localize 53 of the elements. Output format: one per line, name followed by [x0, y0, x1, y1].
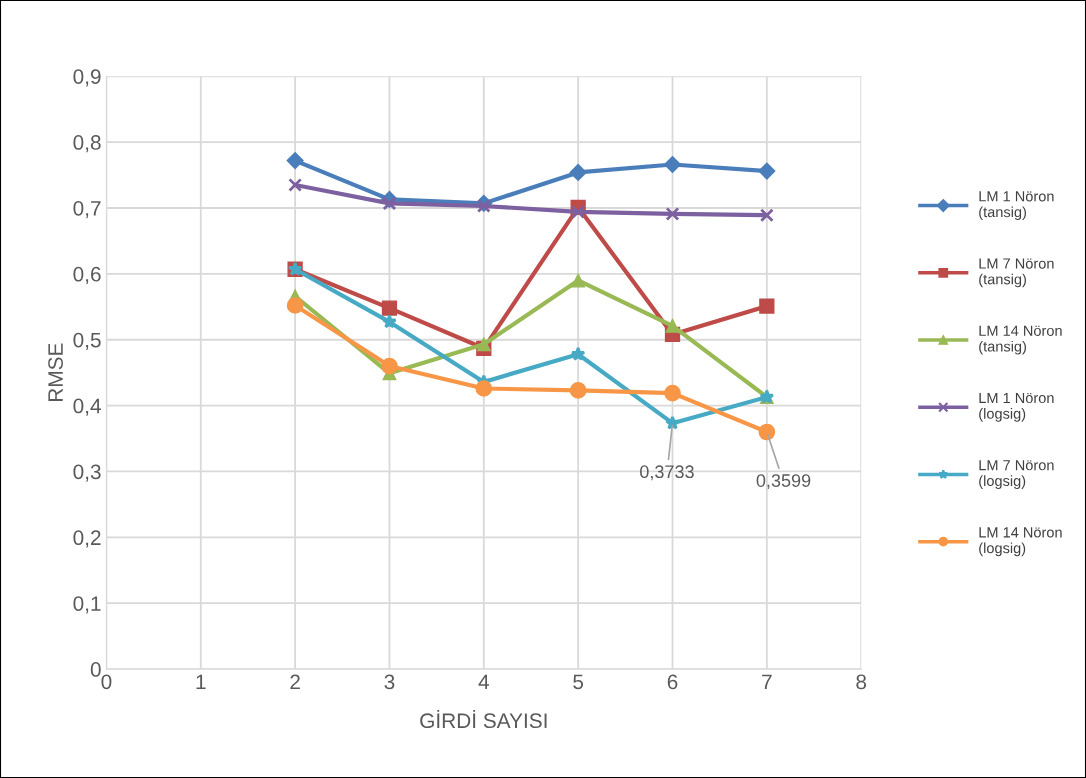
point — [382, 314, 397, 329]
y-tick-label: 0,2 — [73, 530, 101, 548]
y-tick-label: 0,1 — [73, 596, 101, 614]
point — [665, 318, 680, 333]
point — [571, 204, 586, 219]
legend-label: LM 7 Nöron (tansig) — [979, 258, 1054, 288]
point — [476, 337, 491, 352]
y-tick-label: 0,3 — [73, 464, 101, 482]
x-tick-label: 1 — [196, 674, 206, 690]
legend-label: LM 1 Nöron (logsig) — [979, 392, 1054, 422]
x-tick-label: 5 — [573, 674, 584, 690]
legend-label: LM 14 Nöron (tansig) — [979, 325, 1062, 355]
point — [758, 162, 776, 180]
x-tick-label: 2 — [290, 674, 300, 690]
x-tick-label: 7 — [762, 674, 772, 690]
point — [664, 384, 681, 402]
point — [381, 357, 398, 375]
x-axis-title: GİRDİ SAYISI — [420, 709, 547, 729]
point — [663, 155, 682, 174]
y-axis-title: RMSE — [48, 343, 63, 402]
point — [758, 423, 776, 441]
point — [475, 380, 493, 397]
y-tick-label: 0 — [90, 662, 101, 677]
x-tick-label: 4 — [478, 674, 489, 690]
legend-label: LM 1 Nöron (tansig) — [979, 191, 1054, 221]
x-tick-label: 3 — [384, 674, 395, 690]
annotation: 0,3599 — [756, 474, 811, 490]
point — [759, 298, 775, 314]
point — [476, 199, 491, 213]
legend-label: LM 14 Nöron (logsig) — [979, 527, 1062, 557]
legend-label: LM 7 Nöron (logsig) — [979, 460, 1054, 489]
point — [286, 152, 304, 170]
point — [381, 300, 398, 316]
x-tick-label: 6 — [667, 674, 678, 690]
point — [759, 208, 774, 223]
annotation: 0,3733 — [640, 465, 694, 481]
point — [571, 273, 586, 288]
point — [570, 346, 586, 361]
y-tick-label: 0,6 — [73, 266, 101, 285]
x-tick-label: 0 — [101, 674, 112, 690]
point — [569, 382, 587, 399]
y-tick-label: 0,4 — [73, 398, 101, 416]
y-tick-label: 0,5 — [73, 332, 101, 350]
point — [665, 206, 680, 221]
point — [569, 163, 587, 181]
y-tick-label: 0,8 — [73, 135, 101, 153]
y-tick-label: 0,7 — [73, 200, 101, 219]
point — [382, 196, 397, 211]
point — [288, 177, 303, 192]
point — [665, 415, 680, 430]
point — [286, 297, 304, 314]
x-tick-label: 8 — [856, 674, 867, 690]
y-tick-label: 0,9 — [73, 69, 101, 87]
